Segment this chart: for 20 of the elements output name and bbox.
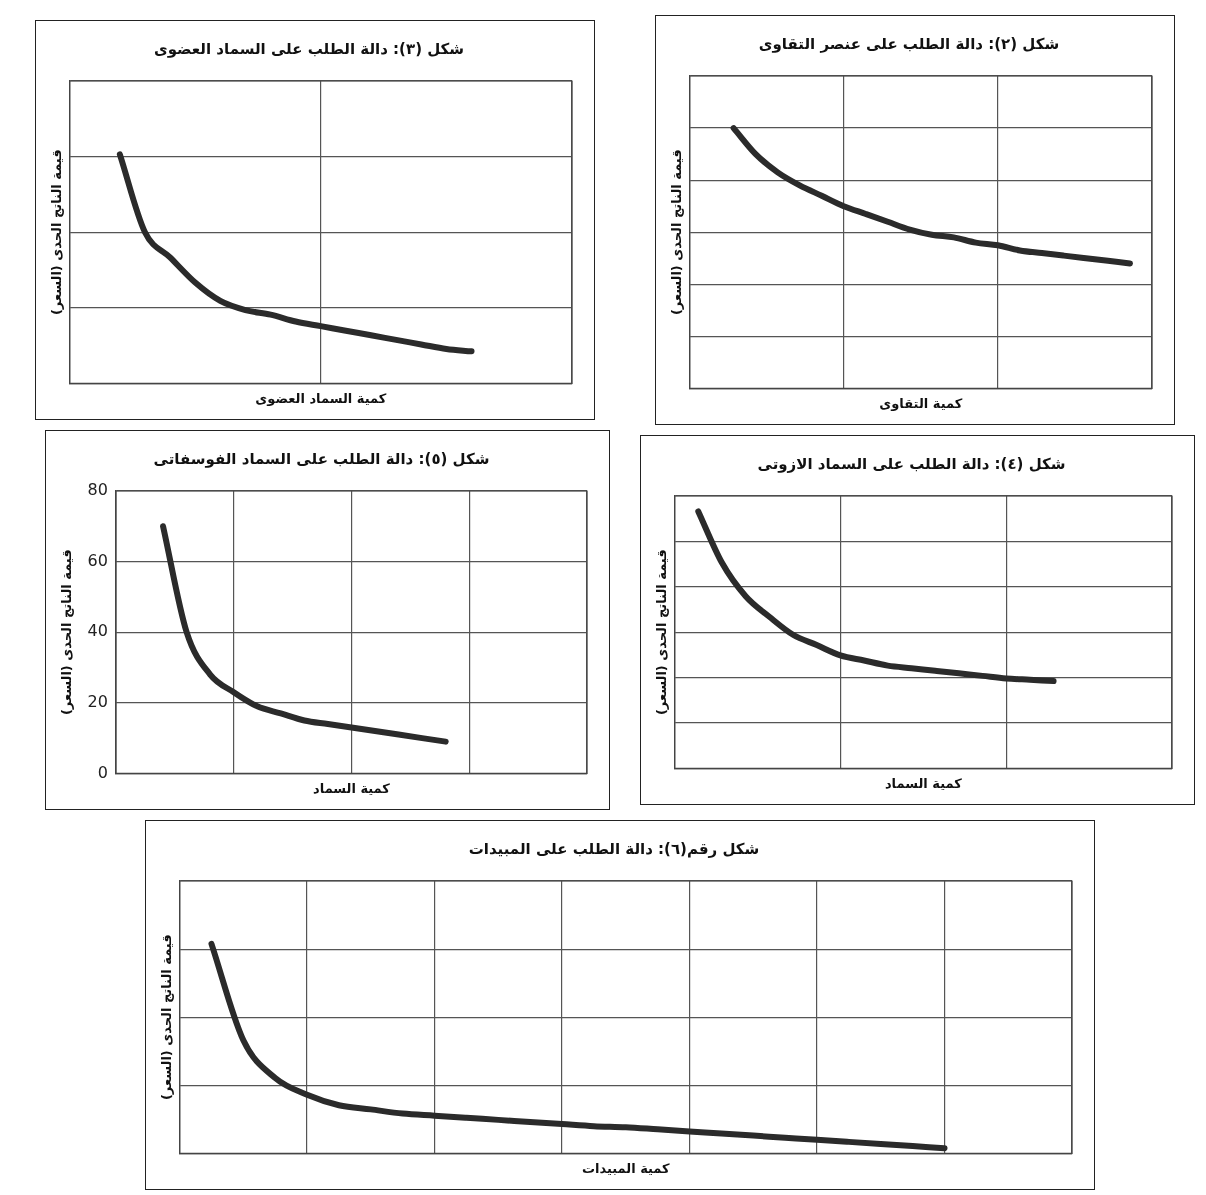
x-axis-title: كمية السماد	[313, 780, 391, 796]
chart-title: شكل (٤): دالة الطلب على السماد الازوتى	[757, 454, 1066, 473]
y-axis-title: قيمة الناتج الحدى (السعر)	[654, 549, 670, 716]
x-axis-title: كمية السماد العضوى	[255, 390, 387, 406]
chart-title: شكل (٢): دالة الطلب على عنصر التقاوى	[758, 34, 1060, 53]
x-axis-title: كمية المبيدات	[581, 1160, 671, 1176]
y-tick-label: 0	[97, 762, 108, 782]
y-axis-title: قيمة الناتج الحدى (السعر)	[59, 549, 75, 716]
x-axis-title: كمية التقاوى	[879, 395, 963, 411]
x-axis-title: كمية السماد	[884, 775, 963, 791]
y-tick-label: 20	[87, 691, 108, 711]
y-tick-label: 80	[87, 480, 108, 500]
y-tick-label: 60	[87, 550, 108, 570]
chart-title: شكل (٣): دالة الطلب على السماد العضوى	[153, 39, 465, 58]
y-axis-title: قيمة الناتج الحدى (السعر)	[669, 149, 685, 316]
y-axis-title: قيمة الناتج الحدى (السعر)	[49, 149, 65, 316]
chart-title: شكل (٥): دالة الطلب على السماد الفوسفاتى	[153, 449, 490, 468]
y-axis-title: قيمة الناتج الحدى (السعر)	[159, 934, 175, 1101]
chart-title: شكل رقم(٦): دالة الطلب على المبيدات	[468, 839, 760, 858]
y-tick-label: 40	[87, 621, 108, 641]
